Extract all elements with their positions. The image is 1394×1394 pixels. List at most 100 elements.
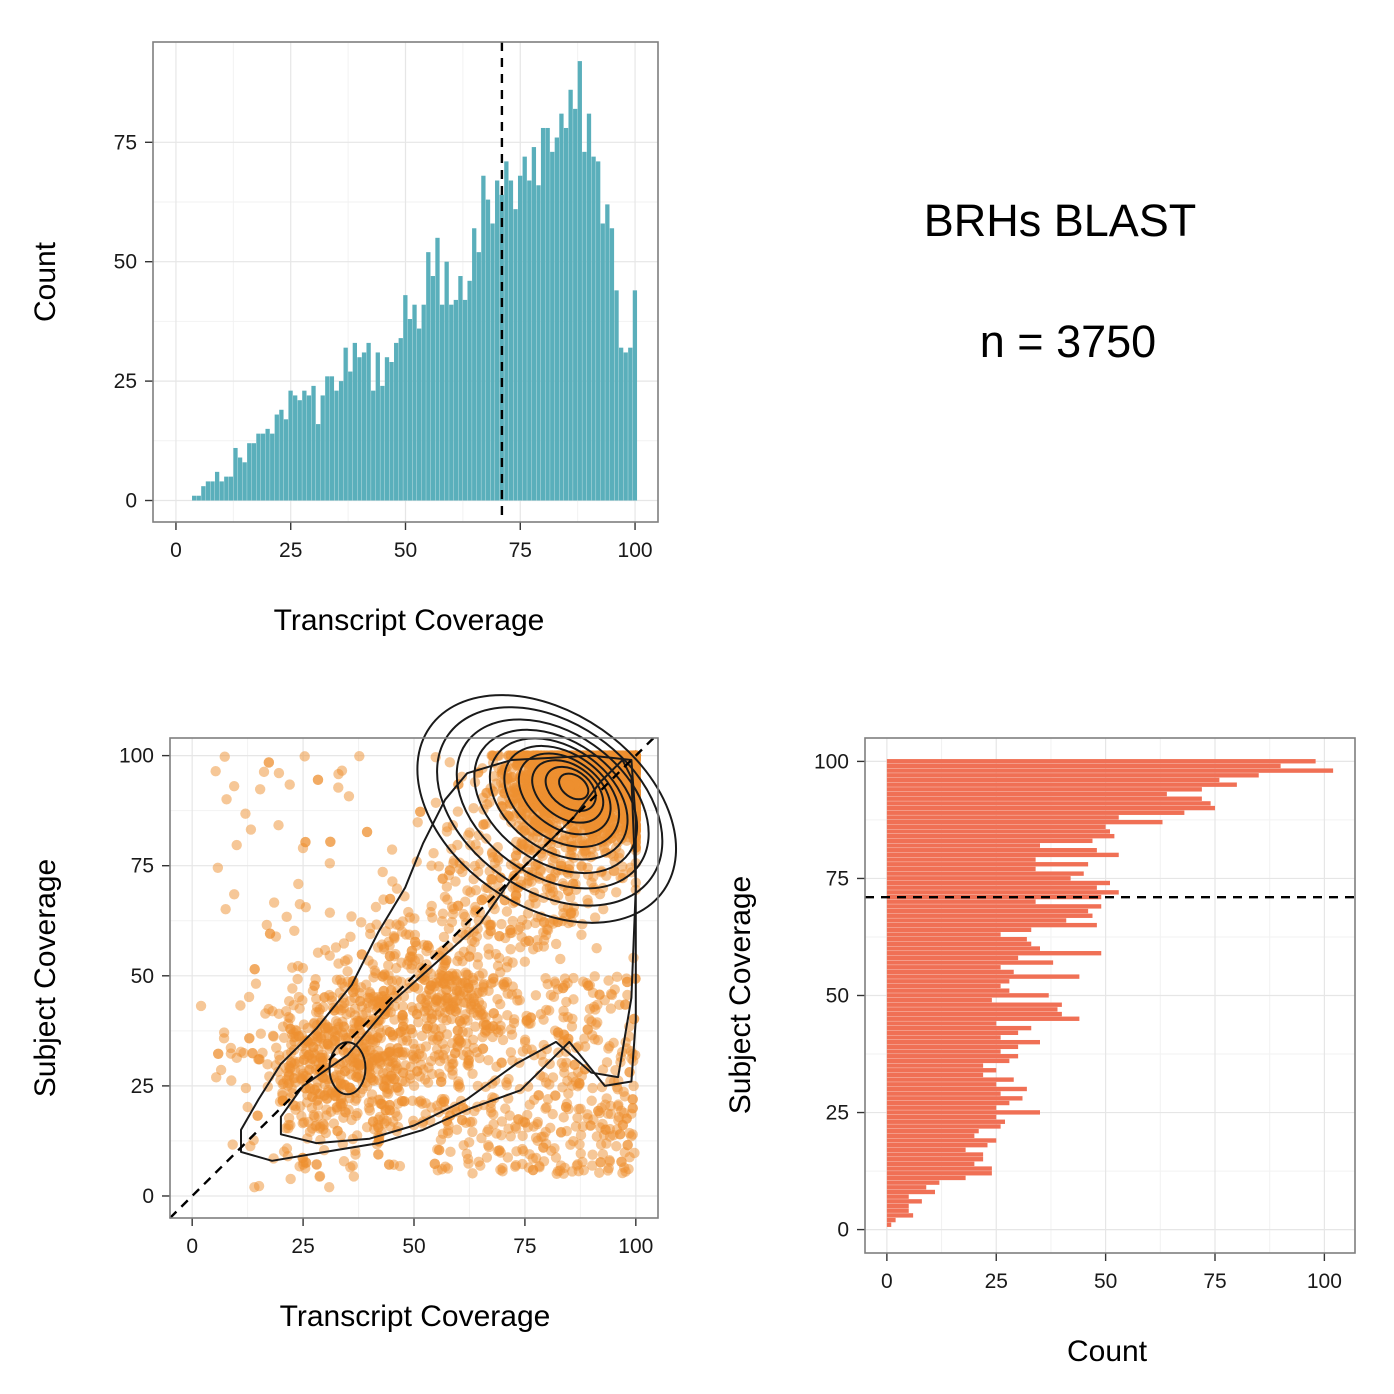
scatter-point (324, 907, 336, 918)
scatter-point (615, 812, 627, 824)
br-histogram-bar (886, 1011, 1062, 1017)
br-histogram-bar (886, 1030, 1019, 1035)
br-x-axis-title: Count (1067, 1335, 1148, 1368)
scatter-point (335, 1098, 346, 1109)
scatter-point (485, 919, 496, 931)
scatter-point (571, 795, 583, 807)
scatter-point (325, 836, 336, 847)
scatter-point (451, 968, 462, 980)
scatter-point (472, 951, 483, 963)
scatter-point (406, 963, 417, 974)
br-histogram-bar (886, 862, 1089, 867)
scatter-point (343, 791, 355, 802)
scatter-point (601, 1093, 612, 1104)
scatter-point (501, 1080, 513, 1091)
bl-tick-label-y: 0 (142, 1185, 154, 1208)
scatter-point (491, 864, 502, 875)
scatter-point (502, 1009, 513, 1021)
tl-tick-label-y: 25 (114, 370, 137, 393)
scatter-point (611, 971, 623, 983)
scatter-point (346, 911, 357, 922)
density-contour (416, 694, 678, 924)
scatter-point (273, 767, 285, 779)
scatter-point (338, 1021, 350, 1032)
scatter-point (508, 1017, 520, 1029)
br-tick-label-x: 0 (881, 1270, 893, 1293)
annotation-title: BRHs BLAST (924, 195, 1197, 246)
scatter-point (319, 992, 330, 1003)
scatter-point (554, 796, 566, 808)
scatter-point (460, 967, 471, 978)
scatter-point (585, 1120, 596, 1131)
transcript-coverage-histogram: 0 25 50 75 100 0 25 50 75 (114, 41, 659, 562)
scatter-point (254, 1054, 265, 1065)
scatter-point (247, 1048, 258, 1059)
scatter-point (311, 993, 322, 1005)
scatter-point (410, 936, 421, 948)
tl-histogram-bar (297, 400, 302, 501)
br-tick-label-x: 50 (1094, 1270, 1117, 1293)
scatter-point (477, 986, 488, 998)
br-histogram-bar (886, 759, 1316, 764)
scatter-point (462, 829, 474, 841)
br-histogram-bar (886, 1124, 1001, 1129)
scatter-point (510, 850, 522, 861)
scatter-point (597, 1148, 609, 1160)
scatter-point (590, 1019, 601, 1030)
br-histogram-bar (886, 951, 1102, 956)
scatter-point (582, 898, 594, 909)
scatter-point (524, 1099, 535, 1110)
scatter-point (564, 780, 576, 791)
tl-tick-label-x: 50 (394, 539, 417, 562)
scatter-point (458, 908, 469, 920)
scatter-point (403, 906, 414, 918)
tl-histogram-bar (329, 376, 335, 501)
scatter-point (288, 1073, 300, 1084)
scatter-point (542, 807, 554, 818)
scatter-point (517, 1143, 528, 1155)
scatter-point (437, 1128, 449, 1139)
scatter-point (616, 1156, 627, 1167)
br-histogram-bar (886, 1175, 966, 1181)
tl-x-axis-title: Transcript Coverage (274, 604, 545, 637)
scatter-point (453, 1079, 465, 1090)
tl-histogram-bar (504, 161, 509, 501)
scatter-point (538, 917, 550, 928)
scatter-point (384, 940, 395, 951)
scatter-point (582, 1024, 593, 1035)
scatter-point (304, 1064, 315, 1076)
scatter-point (298, 1054, 310, 1066)
scatter-point (481, 1152, 493, 1163)
scatter-point (293, 878, 304, 890)
tl-histogram-bar (435, 237, 440, 501)
tl-histogram-bar (352, 342, 357, 501)
scatter-point (483, 1055, 494, 1066)
tl-histogram-bar (481, 175, 486, 501)
scatter-point (552, 1027, 564, 1038)
scatter-point (235, 1000, 246, 1011)
scatter-point (280, 1123, 291, 1134)
scatter-point (406, 945, 418, 957)
tl-y-axis-title: Count (29, 241, 62, 322)
scatter-point (621, 976, 633, 988)
scatter-point (331, 1070, 342, 1081)
scatter-point (597, 1064, 609, 1075)
br-y-axis-title: Subject Coverage (724, 876, 757, 1114)
tl-histogram-bar (242, 462, 247, 501)
scatter-point (538, 1142, 549, 1153)
scatter-point (321, 1104, 332, 1115)
scatter-point (425, 906, 436, 918)
scatter-point (412, 1066, 423, 1077)
scatter-point (420, 1041, 432, 1052)
tl-histogram-bar (205, 481, 211, 501)
scatter-point (565, 908, 576, 919)
scatter-point (587, 833, 598, 845)
bl-y-axis-title: Subject Coverage (29, 859, 62, 1097)
br-histogram-bar (886, 1203, 909, 1209)
br-histogram-bar (886, 1147, 966, 1153)
scatter-point (383, 960, 394, 971)
tl-histogram-bar (233, 447, 238, 501)
scatter-point (283, 1011, 294, 1023)
scatter-point (218, 1033, 230, 1044)
scatter-point (452, 839, 463, 851)
